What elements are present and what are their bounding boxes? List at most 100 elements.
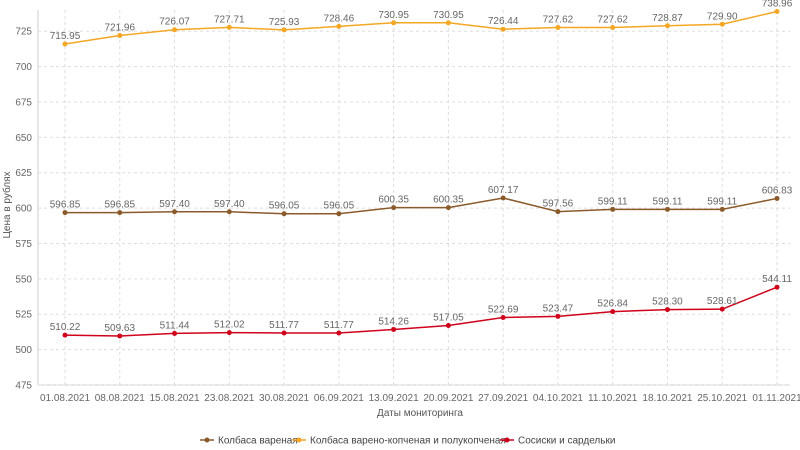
data-point[interactable] — [719, 306, 725, 312]
legend-marker-icon — [296, 437, 302, 443]
data-point[interactable] — [500, 195, 506, 201]
data-label: 721.96 — [104, 23, 135, 34]
data-point[interactable] — [117, 210, 123, 216]
legend-item[interactable]: Колбаса варено-копченая и полукопченая — [292, 435, 506, 447]
legend-label: Сосиски и сардельки — [518, 436, 615, 447]
y-tick-label: 550 — [15, 274, 32, 285]
legend-item[interactable]: Сосиски и сардельки — [500, 436, 615, 447]
data-label: 526.84 — [597, 299, 628, 310]
data-label: 596.05 — [269, 201, 300, 212]
data-point[interactable] — [172, 330, 178, 336]
data-point[interactable] — [391, 326, 397, 332]
series-1: 596.85 596.85 597.40 597.40 596.05 596.05 600.… — [50, 185, 793, 217]
data-label: 511.77 — [269, 320, 299, 331]
x-axis-title: Даты мониторинга — [377, 408, 463, 419]
data-point[interactable] — [719, 21, 725, 27]
y-tick-label: 625 — [15, 168, 32, 179]
data-label: 509.63 — [104, 323, 135, 334]
y-axis-ticks: 475 500 525 550 575 600 625 650 675 700 725 — [15, 27, 32, 392]
data-label: 600.35 — [378, 195, 409, 206]
x-tick-label: 25.10.2021 — [697, 393, 747, 404]
y-tick-label: 525 — [15, 310, 32, 321]
data-point[interactable] — [336, 23, 342, 29]
data-label: 727.71 — [214, 14, 245, 25]
x-tick-label: 15.08.2021 — [150, 393, 200, 404]
data-point[interactable] — [226, 24, 232, 30]
data-point[interactable] — [500, 26, 506, 32]
data-label: 728.87 — [652, 13, 683, 24]
data-point[interactable] — [774, 284, 780, 290]
data-label: 596.85 — [104, 200, 135, 211]
data-label: 738.96 — [762, 0, 793, 9]
data-label: 726.44 — [488, 16, 519, 27]
data-point[interactable] — [555, 209, 561, 215]
data-label: 511.44 — [160, 320, 190, 331]
legend-label: Колбаса вареная — [218, 435, 298, 447]
data-label: 596.05 — [324, 201, 355, 212]
data-label: 727.62 — [597, 15, 628, 26]
data-label: 599.11 — [598, 196, 628, 207]
data-point[interactable] — [774, 195, 780, 201]
data-point[interactable] — [610, 25, 616, 31]
data-label: 730.95 — [378, 10, 409, 21]
x-tick-label: 18.10.2021 — [642, 393, 692, 404]
data-point[interactable] — [664, 23, 670, 29]
data-label: 528.61 — [707, 296, 738, 307]
data-label: 600.35 — [433, 195, 464, 206]
data-point[interactable] — [281, 330, 287, 336]
data-point[interactable] — [226, 209, 232, 215]
data-label: 606.83 — [762, 185, 793, 196]
y-tick-label: 500 — [15, 345, 32, 356]
data-label: 726.07 — [159, 17, 190, 28]
data-point[interactable] — [172, 209, 178, 215]
data-point[interactable] — [610, 309, 616, 315]
series-line — [64, 10, 778, 45]
series-group: 596.85 596.85 597.40 597.40 596.05 596.05 600.… — [50, 0, 793, 339]
data-point[interactable] — [281, 27, 287, 33]
data-point[interactable] — [62, 41, 68, 47]
data-label: 523.47 — [543, 303, 574, 314]
x-tick-label: 01.08.2021 — [40, 393, 90, 404]
data-point[interactable] — [555, 313, 561, 319]
data-label: 522.69 — [488, 305, 519, 316]
data-point[interactable] — [774, 8, 780, 14]
data-label: 727.62 — [543, 15, 574, 26]
data-point[interactable] — [610, 206, 616, 212]
data-label: 528.30 — [652, 297, 683, 308]
x-tick-label: 13.09.2021 — [369, 393, 419, 404]
data-point[interactable] — [664, 206, 670, 212]
x-tick-label: 27.09.2021 — [478, 393, 528, 404]
data-point[interactable] — [445, 20, 451, 26]
data-point[interactable] — [500, 315, 506, 321]
data-point[interactable] — [336, 330, 342, 336]
data-point[interactable] — [391, 205, 397, 211]
legend-label: Колбаса варено-копченая и полукопченая — [310, 435, 506, 447]
legend-item[interactable]: Колбаса вареная — [200, 435, 298, 447]
data-label: 607.17 — [488, 185, 519, 196]
y-tick-label: 575 — [15, 239, 32, 250]
data-label: 728.46 — [324, 13, 355, 24]
data-point[interactable] — [445, 205, 451, 211]
data-point[interactable] — [336, 211, 342, 217]
x-tick-label: 23.08.2021 — [204, 393, 254, 404]
data-point[interactable] — [664, 307, 670, 313]
data-label: 514.26 — [378, 316, 409, 327]
y-tick-label: 650 — [15, 133, 32, 144]
data-point[interactable] — [172, 27, 178, 33]
data-point[interactable] — [555, 25, 561, 31]
data-point[interactable] — [117, 333, 123, 339]
data-point[interactable] — [719, 206, 725, 212]
data-point[interactable] — [117, 33, 123, 39]
data-point[interactable] — [445, 322, 451, 328]
data-point[interactable] — [391, 20, 397, 26]
data-label: 597.56 — [543, 199, 574, 210]
data-label: 512.02 — [214, 320, 245, 331]
data-point[interactable] — [226, 330, 232, 336]
series-2: 715.95 721.96 726.07 727.71 725.93 728.46 730.… — [50, 0, 793, 47]
data-point[interactable] — [281, 211, 287, 217]
legend-marker-icon — [504, 437, 510, 443]
x-tick-label: 06.09.2021 — [314, 393, 364, 404]
data-point[interactable] — [62, 332, 68, 338]
data-label: 597.40 — [214, 199, 245, 210]
data-point[interactable] — [62, 210, 68, 216]
